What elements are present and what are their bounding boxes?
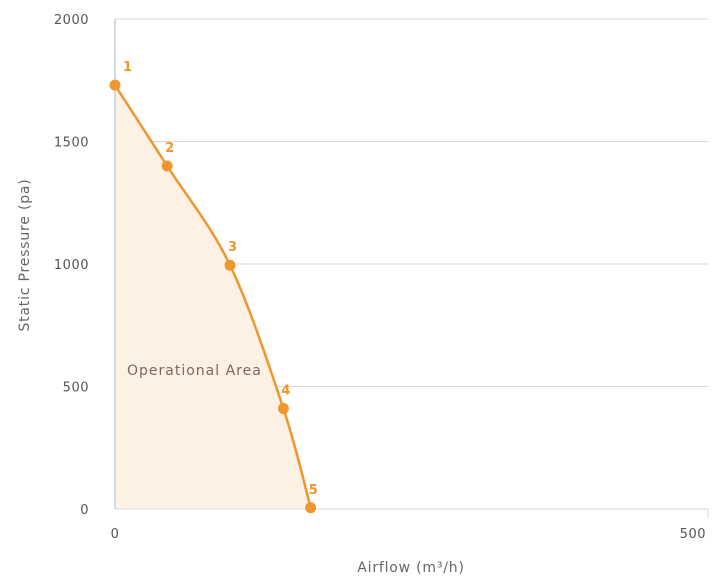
data-point-1 — [109, 79, 121, 91]
data-point-2 — [161, 160, 173, 172]
y-tick-label-2000: 2000 — [54, 13, 89, 28]
point-label-2: 2 — [165, 141, 174, 156]
x-tick-labels: 0 500 — [111, 527, 706, 542]
y-tick-labels: 0 500 1000 1500 2000 — [54, 13, 89, 518]
y-axis-title: Static Pressure (pa) — [17, 178, 33, 331]
data-points — [109, 79, 317, 514]
data-point-5 — [305, 502, 317, 514]
point-labels: 1 2 3 4 5 — [123, 60, 318, 498]
x-tick-label-500: 500 — [680, 527, 706, 542]
y-tick-label-0: 0 — [80, 503, 89, 518]
x-tick-label-0: 0 — [111, 527, 120, 542]
y-tick-label-1000: 1000 — [54, 258, 89, 273]
point-label-4: 4 — [281, 384, 290, 399]
y-tick-label-1500: 1500 — [54, 136, 89, 151]
point-label-5: 5 — [309, 483, 318, 498]
point-label-1: 1 — [123, 60, 132, 75]
y-tick-label-500: 500 — [63, 381, 89, 396]
operational-area-label: Operational Area — [127, 363, 262, 379]
axes — [114, 19, 709, 519]
operational-area-fill — [115, 85, 311, 510]
point-label-3: 3 — [228, 240, 237, 255]
x-axis-title: Airflow (m³/h) — [357, 560, 464, 576]
data-point-3 — [224, 259, 236, 271]
data-point-4 — [277, 403, 289, 415]
